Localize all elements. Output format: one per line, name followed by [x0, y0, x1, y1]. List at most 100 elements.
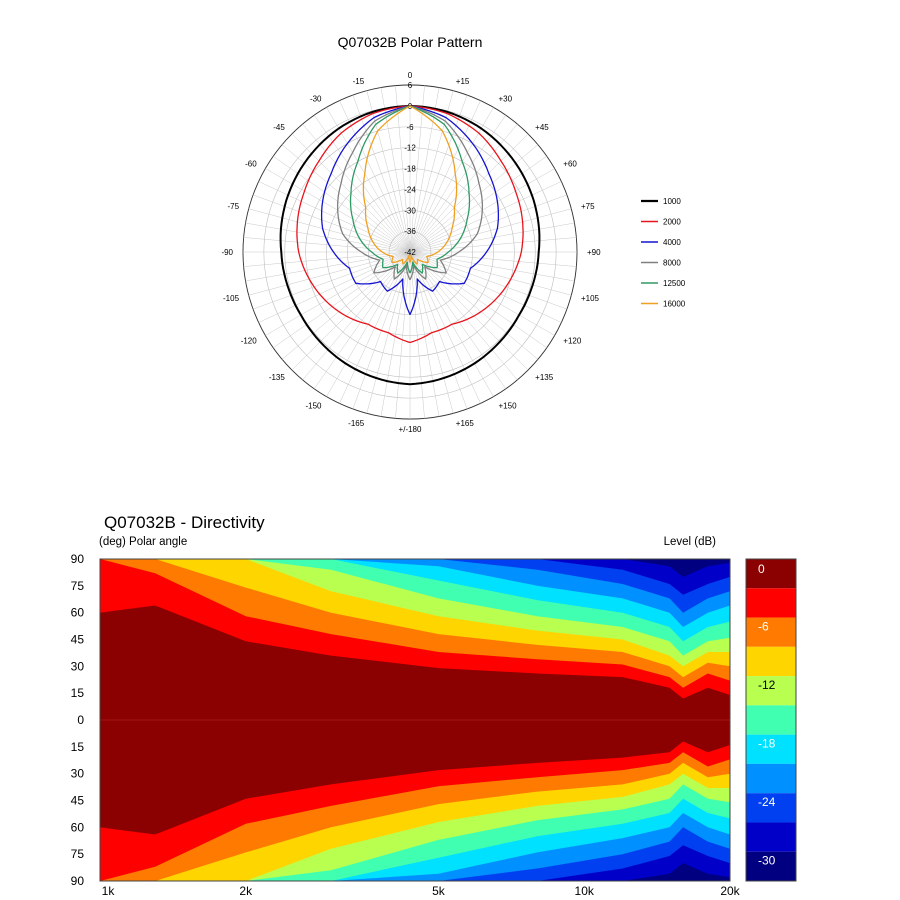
polar-grid-spoke	[409, 90, 454, 253]
polar-grid-spoke	[409, 251, 577, 267]
contour-band-lower-24	[100, 827, 730, 881]
colorbar-tick-label: -18	[758, 737, 776, 751]
legend-label-1000: 1000	[663, 197, 681, 206]
y-tick-label: 60	[71, 606, 85, 620]
polar-grid-spoke	[380, 251, 411, 417]
legend-label-8000: 8000	[663, 259, 681, 268]
colorbar-frame	[745, 558, 797, 882]
y-tick-label: 75	[71, 847, 85, 861]
polar-radial-label: -36	[404, 227, 416, 236]
polar-grid-spoke	[248, 208, 411, 253]
polar-legend: 1000 2000 4000 8000 12500 16000	[641, 197, 686, 309]
polar-radial-label: -30	[404, 206, 416, 215]
polar-radial-label: 6	[408, 81, 413, 90]
polar-grid-spoke	[409, 251, 529, 371]
polar-grid-spoke	[409, 208, 572, 253]
directivity-y-axis-label: (deg) Polar angle	[99, 536, 187, 548]
polar-chart-title: Q07032B Polar Pattern	[338, 34, 483, 50]
polar-grid-spoke	[273, 156, 411, 253]
colorbar-band	[746, 588, 796, 618]
polar-angle-label: +15	[456, 77, 470, 86]
contour-band-upper-30	[100, 559, 730, 577]
colorbar-tick-label: -24	[758, 795, 776, 809]
colorbar-band	[746, 734, 796, 764]
polar-grid-spoke	[245, 222, 411, 253]
polar-radial-label: -12	[404, 144, 416, 153]
polar-grid-spoke	[409, 94, 468, 253]
colorbar: 0 -6 -12 -18 -24 -30	[745, 558, 797, 882]
polar-grid-spoke	[409, 115, 506, 253]
polar-grid-spoke	[409, 251, 575, 282]
polar-grid-spoke	[409, 251, 562, 323]
polar-angle-label: -30	[310, 95, 322, 104]
polar-angle-label: -45	[273, 123, 285, 132]
x-tick-label: 2k	[239, 884, 253, 898]
polar-angle-label: +60	[563, 160, 577, 169]
polar-grid-spoke	[409, 237, 577, 253]
polar-grid-spoke	[409, 181, 562, 253]
polar-angle-label: -165	[348, 419, 365, 428]
colorbar-label: Level (dB)	[664, 536, 717, 548]
contour-band-upper-24	[100, 559, 730, 613]
colorbar-tick-label: 0	[758, 562, 765, 576]
polar-grid-spoke	[326, 107, 411, 253]
polar-grid-spoke	[352, 94, 411, 253]
polar-grid-spoke	[409, 251, 425, 419]
polar-grid-spoke	[258, 181, 411, 253]
polar-grid-spoke	[252, 194, 411, 253]
polar-grid-spoke	[409, 194, 568, 253]
directivity-y-ticks: 90 75 60 45 30 15 0 15 30 45 60 75 90	[71, 552, 85, 888]
x-tick-label: 20k	[720, 884, 740, 898]
colorbar-tick-label: -12	[758, 678, 776, 692]
polar-angle-label: +30	[499, 95, 513, 104]
polar-radial-label: -24	[404, 185, 416, 194]
legend-label-16000: 16000	[663, 300, 686, 309]
polar-series-curves	[279, 104, 541, 386]
y-tick-label: 45	[71, 633, 85, 647]
colorbar-band	[746, 763, 796, 794]
polar-grid-spoke	[395, 251, 411, 419]
polar-grid-spoke	[265, 251, 411, 336]
polar-grid-spoke	[409, 251, 440, 417]
polar-grid-spoke	[409, 251, 568, 310]
polar-radial-label: -6	[406, 123, 414, 132]
colorbar-band	[746, 705, 796, 735]
colorbar-tick-label: -30	[758, 854, 776, 868]
polar-angle-label: 0	[408, 71, 413, 80]
polar-grid-spoke	[281, 144, 411, 253]
polar-grid-spoke	[409, 144, 539, 253]
colorbar-band	[746, 559, 796, 589]
polar-angle-label: -90	[221, 248, 233, 257]
colorbar-band	[746, 646, 796, 677]
polar-grid-spoke	[302, 251, 411, 381]
polar-grid-spoke	[258, 251, 411, 323]
colorbar-band	[746, 822, 796, 852]
polar-grid-spoke	[291, 251, 411, 371]
x-tick-label: 5k	[432, 884, 446, 898]
polar-grid-spoke	[409, 156, 547, 253]
y-tick-label: 45	[71, 794, 85, 808]
polar-grid-spoke	[314, 115, 411, 253]
polar-angle-label: -75	[227, 202, 239, 211]
x-tick-label: 1k	[102, 884, 116, 898]
polar-angle-label: +150	[499, 401, 518, 410]
polar-grid-spoke	[409, 251, 555, 336]
polar-angle-label: +75	[581, 202, 595, 211]
y-tick-label: 30	[71, 767, 85, 781]
y-tick-label: 15	[71, 686, 85, 700]
polar-chart: Q07032B Polar Pattern 60 -6 -12 -18 -24 -30 -3…	[221, 34, 686, 434]
polar-grid-spoke	[243, 237, 411, 253]
polar-angle-label: -120	[241, 337, 258, 346]
polar-grid	[242, 84, 578, 420]
polar-grid-spoke	[243, 251, 411, 267]
polar-angle-label: +/-180	[399, 425, 422, 434]
polar-grid-spoke	[302, 123, 411, 253]
polar-grid-spoke	[409, 251, 518, 381]
y-tick-label: 90	[71, 552, 85, 566]
y-tick-label: 15	[71, 740, 85, 754]
polar-angle-label: -15	[353, 77, 365, 86]
y-tick-label: 0	[77, 713, 84, 727]
polar-angle-label: -60	[245, 160, 257, 169]
y-tick-label: 75	[71, 579, 85, 593]
polar-angle-label: +165	[456, 419, 475, 428]
